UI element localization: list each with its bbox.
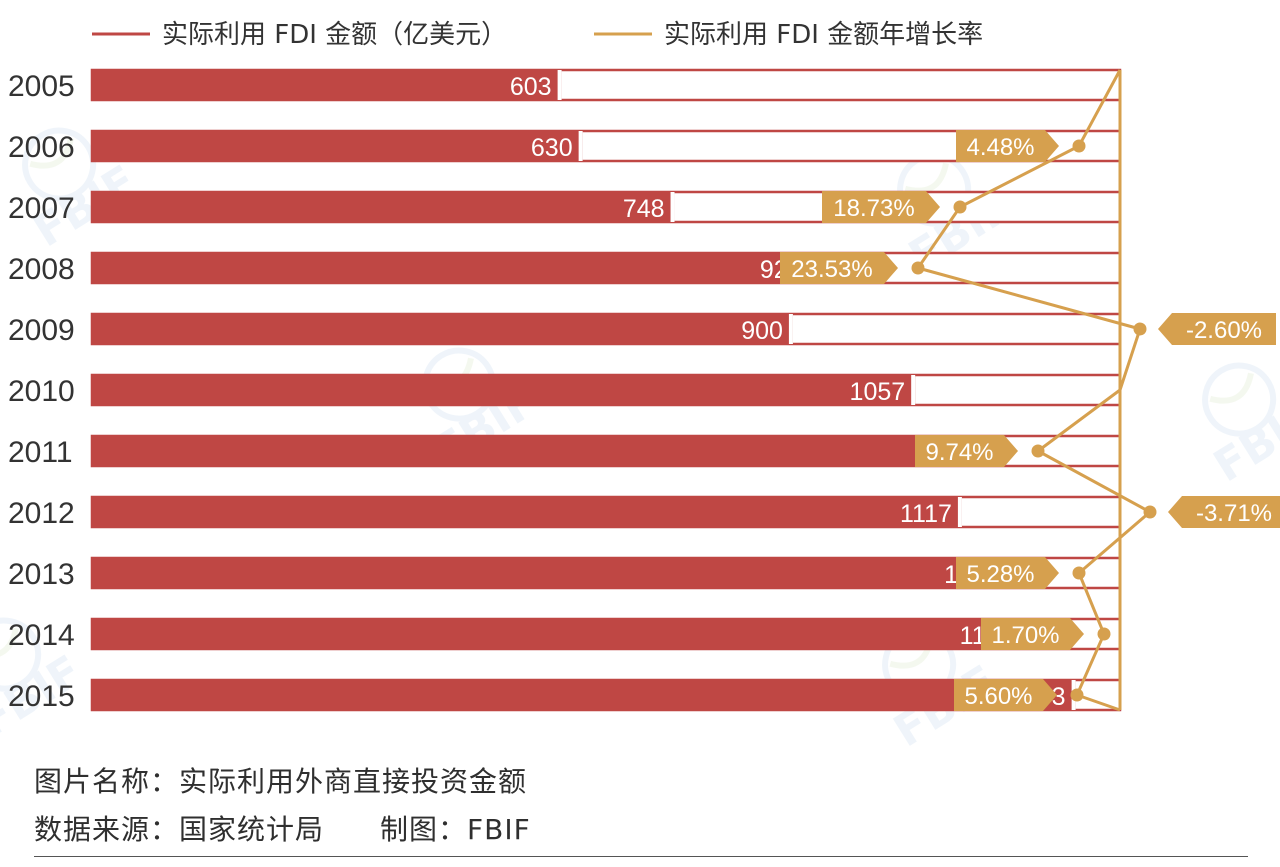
bar-rows: 2005 603 2006 630 2007 748 2008924 2009 900 2010 1… [8,68,1122,713]
growth-rate-point [1133,322,1147,336]
growth-rate-label: 1.70% [991,622,1059,649]
growth-rate-point [1070,688,1084,702]
growth-rate-line [916,69,1152,712]
legend-label-line: 实际利用 FDI 金额年增长率 [664,20,983,50]
footer-divider [34,856,1248,857]
bar-row: 2012 1117 [8,495,1122,530]
year-tick-label: 2005 [8,70,75,103]
fdi-amount-bar [92,436,996,466]
bar-end-gap [557,70,562,100]
fdi-amount-bar [92,375,916,405]
bar-value-label: 603 [510,73,552,101]
year-tick-label: 2011 [8,436,73,469]
fdi-amount-bar [92,619,1024,649]
fbif-logo-icon: FBIF [22,127,146,257]
growth-rate-tag [822,191,940,223]
caption-title-label: 图片名称： [34,765,180,798]
fdi-amount-bar [92,253,812,283]
growth-rate-tag [981,618,1084,650]
bar-end-gap [911,375,916,405]
bar-end-gap [578,131,583,161]
year-tick-label: 2012 [8,497,75,530]
growth-rate-point [1072,566,1086,580]
bar-value-label: 748 [623,195,665,223]
growth-rate-tag [956,130,1059,162]
year-tick-label: 2013 [8,558,75,591]
year-tick-label: 2014 [8,619,75,652]
fbif-logo-icon: FBIF [1202,362,1280,493]
caption-title-value: 实际利用外商直接投资金额 [179,765,528,798]
chart-legend: 实际利用 FDI 金额（亿美元） 实际利用 FDI 金额年增长率 [92,20,983,50]
growth-rate-label: 5.60% [964,683,1032,710]
bar-row: 20151263 [8,678,1122,713]
bar-value-label: 1117 [900,500,952,528]
growth-rate-label: 5.28% [966,561,1034,588]
growth-rate-tag [915,435,1018,467]
year-tick-label: 2008 [8,253,75,286]
caption-source-value: 国家统计局 [179,813,325,846]
growth-rate-label: 23.53% [791,256,872,283]
growth-rate-point [911,261,925,275]
growth-rate-label: 4.48% [966,134,1034,161]
fdi-amount-bar [92,70,562,100]
bar-end-gap [957,497,962,527]
growth-rate-tag [1168,496,1280,528]
year-tick-label: 2007 [8,192,75,225]
growth-rate-label: -3.71% [1196,500,1272,527]
growth-rate-tag [780,252,898,284]
growth-rate-point [1097,627,1111,641]
bar-end-gap [670,192,675,222]
bar-row: 2005 603 [8,68,1122,103]
year-tick-label: 2006 [8,131,75,164]
fdi-chart: FBIFFBIFFBIFFBIFFBIFFBIF 实际利用 FDI 金额（亿美元… [0,20,1280,757]
chart-caption-title: 图片名称：实际利用外商直接投资金额 [34,760,527,800]
legend-label-bar: 实际利用 FDI 金额（亿美元） [162,20,507,50]
growth-rate-point [1143,505,1157,519]
bar-value-label: 630 [531,134,573,162]
fdi-amount-bar [92,558,1008,588]
chart-caption-source: 数据来源：国家统计局 制图：FBIF [34,808,531,848]
bar-row: 20141196 [8,617,1122,652]
growth-rate-label: 18.73% [833,195,914,222]
fdi-amount-bar [92,192,675,222]
caption-source-label: 数据来源： [34,813,180,846]
bar-row: 2006 630 [8,129,1122,164]
year-tick-label: 2009 [8,314,75,347]
caption-credit-value: FBIF [467,813,531,846]
fdi-amount-bar [92,314,793,344]
growth-rate-tag [956,557,1059,589]
growth-rate-point [1031,444,1045,458]
fdi-amount-bar [92,680,1076,710]
bar-row: 2008924 [8,251,1122,286]
growth-rate-point [953,200,967,214]
bar-row: 2009 900 [8,312,1122,347]
watermark-text: FBIF [1205,391,1280,493]
growth-rate-label: -2.60% [1186,317,1262,344]
growth-rate-point [1072,139,1086,153]
fdi-amount-bar [92,497,962,527]
bar-row: 20131176 [8,556,1122,591]
bar-row: 2007 748 [8,190,1122,225]
growth-rate-label: 9.74% [925,439,993,466]
year-tick-label: 2015 [8,680,75,713]
bar-end-gap [788,314,793,344]
bar-value-label: 1057 [850,378,906,406]
growth-line-layer: 4.48% 18.73% 23.53% -2.60% 9.74% -3.71% 5.28% 1… [780,69,1280,712]
growth-rate-tag [954,679,1057,711]
growth-rate-tag [1158,313,1276,345]
year-tick-label: 2010 [8,375,75,408]
fdi-amount-bar [92,131,583,161]
bar-value-label: 900 [741,317,783,345]
bar-row: 2010 1057 [8,373,1122,408]
caption-credit-label: 制图： [380,813,468,846]
